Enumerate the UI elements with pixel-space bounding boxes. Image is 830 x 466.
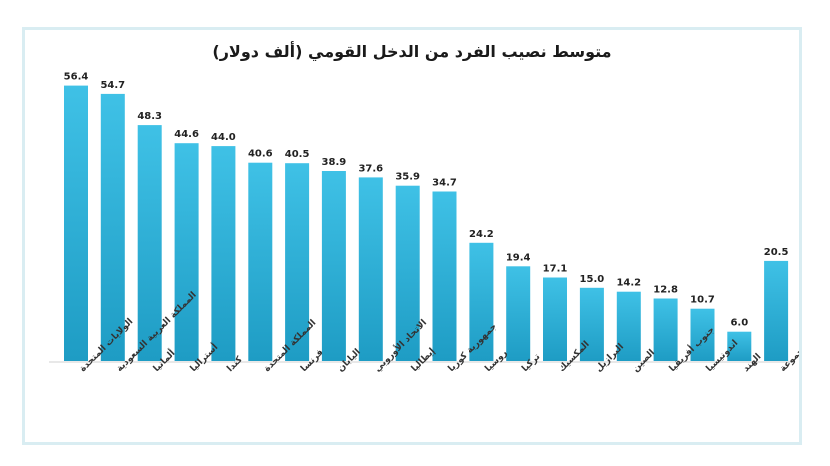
- bar: [100, 93, 125, 362]
- bar-value-label: 15.0: [580, 274, 605, 285]
- bar-value-label: 44.0: [211, 132, 236, 143]
- bar-value-label: 6.0: [730, 318, 748, 329]
- bar: [653, 298, 678, 361]
- bar-value-label: 14.2: [616, 278, 641, 289]
- bar-value-label: 17.1: [543, 264, 568, 275]
- bar: [64, 85, 88, 361]
- bar-value-label: 40.5: [285, 149, 310, 160]
- bar: [285, 163, 310, 361]
- bar: [137, 125, 162, 361]
- bar-value-label: 24.2: [469, 229, 494, 240]
- bar-chart: متوسط نصيب الفرد من الدخل القومي (ألف دو…: [49, 41, 799, 374]
- bar-value-label: 38.9: [322, 157, 347, 168]
- bar: [616, 291, 641, 361]
- bar: [727, 331, 752, 361]
- bar-value-label: 20.5: [764, 247, 789, 258]
- bar: [432, 191, 457, 361]
- bar: [211, 146, 236, 361]
- bar: [579, 287, 604, 362]
- bar-value-label: 44.6: [174, 129, 199, 140]
- bar: [543, 277, 567, 361]
- chart-title: متوسط نصيب الفرد من الدخل القومي (ألف دو…: [212, 41, 611, 62]
- bar-value-label: 40.6: [248, 149, 273, 160]
- bar: [395, 185, 420, 361]
- bar: [174, 143, 199, 361]
- bar: [690, 308, 715, 361]
- value-labels-group: 56.4 54.7 48.3 44.6 44.0 40.6 40.5 38.9 37.6 35.9…: [64, 72, 789, 329]
- bar: [764, 260, 789, 361]
- bar: [469, 242, 494, 361]
- bar: [358, 177, 383, 361]
- bar-value-label: 35.9: [395, 172, 420, 183]
- bar: [248, 162, 273, 361]
- bar-value-label: 48.3: [137, 111, 162, 122]
- bars-group: [64, 85, 789, 362]
- bar: [506, 266, 531, 361]
- bar-value-label: 12.8: [653, 285, 678, 296]
- bar-value-label: 19.4: [506, 252, 531, 263]
- chart-frame: متوسط نصيب الفرد من الدخل القومي (ألف دو…: [22, 27, 802, 445]
- bar-value-label: 37.6: [358, 163, 383, 174]
- bar-value-label: 34.7: [432, 178, 457, 189]
- bar-value-label: 54.7: [100, 80, 125, 91]
- bar: [321, 171, 346, 361]
- bar-value-label: 10.7: [690, 295, 715, 306]
- bar-value-label: 56.4: [64, 72, 89, 83]
